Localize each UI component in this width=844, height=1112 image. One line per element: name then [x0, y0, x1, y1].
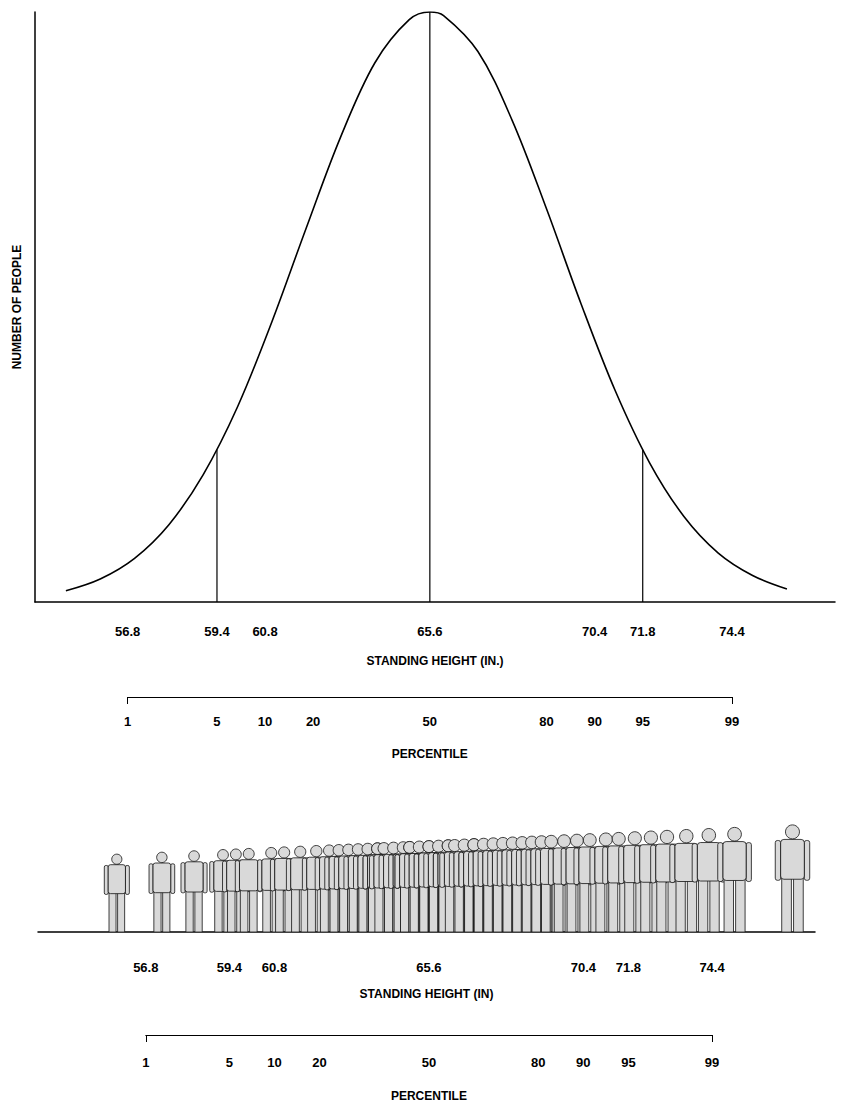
svg-text:70.4: 70.4 [571, 960, 597, 975]
svg-text:59.4: 59.4 [204, 624, 230, 639]
svg-text:56.8: 56.8 [133, 960, 158, 975]
svg-text:20: 20 [306, 714, 320, 729]
svg-text:65.6: 65.6 [417, 624, 442, 639]
svg-text:80: 80 [539, 714, 553, 729]
svg-text:71.8: 71.8 [630, 624, 655, 639]
svg-text:95: 95 [635, 714, 649, 729]
svg-text:70.4: 70.4 [582, 624, 608, 639]
svg-text:80: 80 [531, 1055, 545, 1070]
svg-text:STANDING HEIGHT (IN.): STANDING HEIGHT (IN.) [366, 654, 503, 668]
svg-text:99: 99 [705, 1055, 719, 1070]
svg-text:PERCENTILE: PERCENTILE [391, 1089, 467, 1103]
svg-text:10: 10 [258, 714, 272, 729]
svg-text:50: 50 [422, 1055, 436, 1070]
svg-text:PERCENTILE: PERCENTILE [392, 747, 468, 761]
svg-text:5: 5 [226, 1055, 233, 1070]
svg-text:74.4: 74.4 [699, 960, 725, 975]
svg-text:20: 20 [312, 1055, 326, 1070]
svg-text:50: 50 [423, 714, 437, 729]
svg-text:10: 10 [267, 1055, 281, 1070]
svg-text:1: 1 [124, 714, 131, 729]
svg-text:90: 90 [576, 1055, 590, 1070]
svg-text:NUMBER OF PEOPLE: NUMBER OF PEOPLE [10, 245, 24, 370]
svg-text:74.4: 74.4 [719, 624, 745, 639]
svg-text:65.6: 65.6 [416, 960, 441, 975]
svg-text:71.8: 71.8 [616, 960, 641, 975]
svg-text:99: 99 [725, 714, 739, 729]
svg-text:59.4: 59.4 [217, 960, 243, 975]
svg-text:60.8: 60.8 [252, 624, 277, 639]
svg-text:60.8: 60.8 [262, 960, 287, 975]
svg-text:56.8: 56.8 [115, 624, 140, 639]
svg-text:90: 90 [587, 714, 601, 729]
svg-text:1: 1 [142, 1055, 149, 1070]
svg-text:STANDING HEIGHT (IN): STANDING HEIGHT (IN) [360, 987, 494, 1001]
svg-text:95: 95 [621, 1055, 635, 1070]
svg-text:5: 5 [213, 714, 220, 729]
